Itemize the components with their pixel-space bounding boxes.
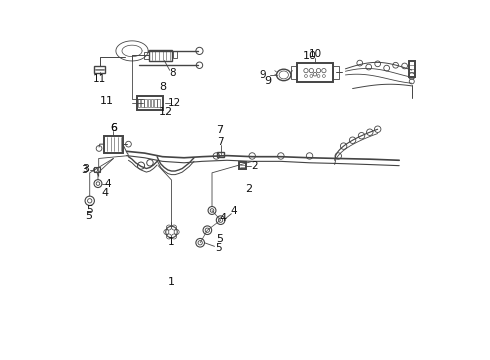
- Text: 10: 10: [308, 49, 321, 59]
- Bar: [144, 51, 149, 59]
- Text: 5: 5: [215, 243, 221, 253]
- Bar: [95, 66, 105, 73]
- Text: 5: 5: [86, 205, 93, 215]
- Text: 8: 8: [169, 68, 175, 78]
- Text: 3: 3: [82, 164, 89, 174]
- Bar: [173, 51, 177, 58]
- Text: 1: 1: [168, 237, 175, 247]
- Text: 11: 11: [93, 74, 106, 84]
- Text: 1: 1: [168, 277, 175, 287]
- Text: 5: 5: [85, 211, 93, 221]
- Text: 2: 2: [252, 161, 258, 171]
- Bar: [147, 99, 150, 107]
- Text: 12: 12: [159, 107, 173, 117]
- Bar: [151, 99, 153, 107]
- Bar: [239, 162, 246, 169]
- Text: 4: 4: [104, 179, 111, 189]
- Text: 7: 7: [216, 125, 223, 135]
- Bar: [94, 167, 100, 172]
- Text: 11: 11: [100, 96, 114, 106]
- Bar: [218, 152, 224, 157]
- Text: 6: 6: [110, 123, 117, 132]
- Bar: [157, 99, 160, 107]
- Text: 10: 10: [302, 51, 317, 61]
- Bar: [333, 66, 339, 79]
- Text: 2: 2: [245, 184, 252, 194]
- Bar: [149, 50, 172, 60]
- Text: 7: 7: [217, 137, 224, 147]
- Bar: [409, 61, 415, 77]
- Bar: [145, 99, 147, 107]
- Text: 12: 12: [168, 98, 181, 108]
- Text: 4: 4: [101, 188, 109, 198]
- Text: 4: 4: [220, 213, 227, 222]
- Text: 4: 4: [231, 206, 238, 216]
- Bar: [104, 135, 122, 153]
- Bar: [291, 66, 297, 79]
- Text: 5: 5: [217, 234, 223, 244]
- Text: 9: 9: [265, 76, 272, 86]
- Bar: [137, 96, 163, 110]
- Bar: [154, 99, 157, 107]
- Bar: [297, 63, 333, 82]
- Text: 3: 3: [81, 165, 88, 175]
- Bar: [138, 99, 141, 107]
- Text: 6: 6: [111, 123, 118, 133]
- Text: 8: 8: [159, 82, 166, 92]
- Bar: [141, 99, 144, 107]
- Text: 9: 9: [260, 70, 266, 80]
